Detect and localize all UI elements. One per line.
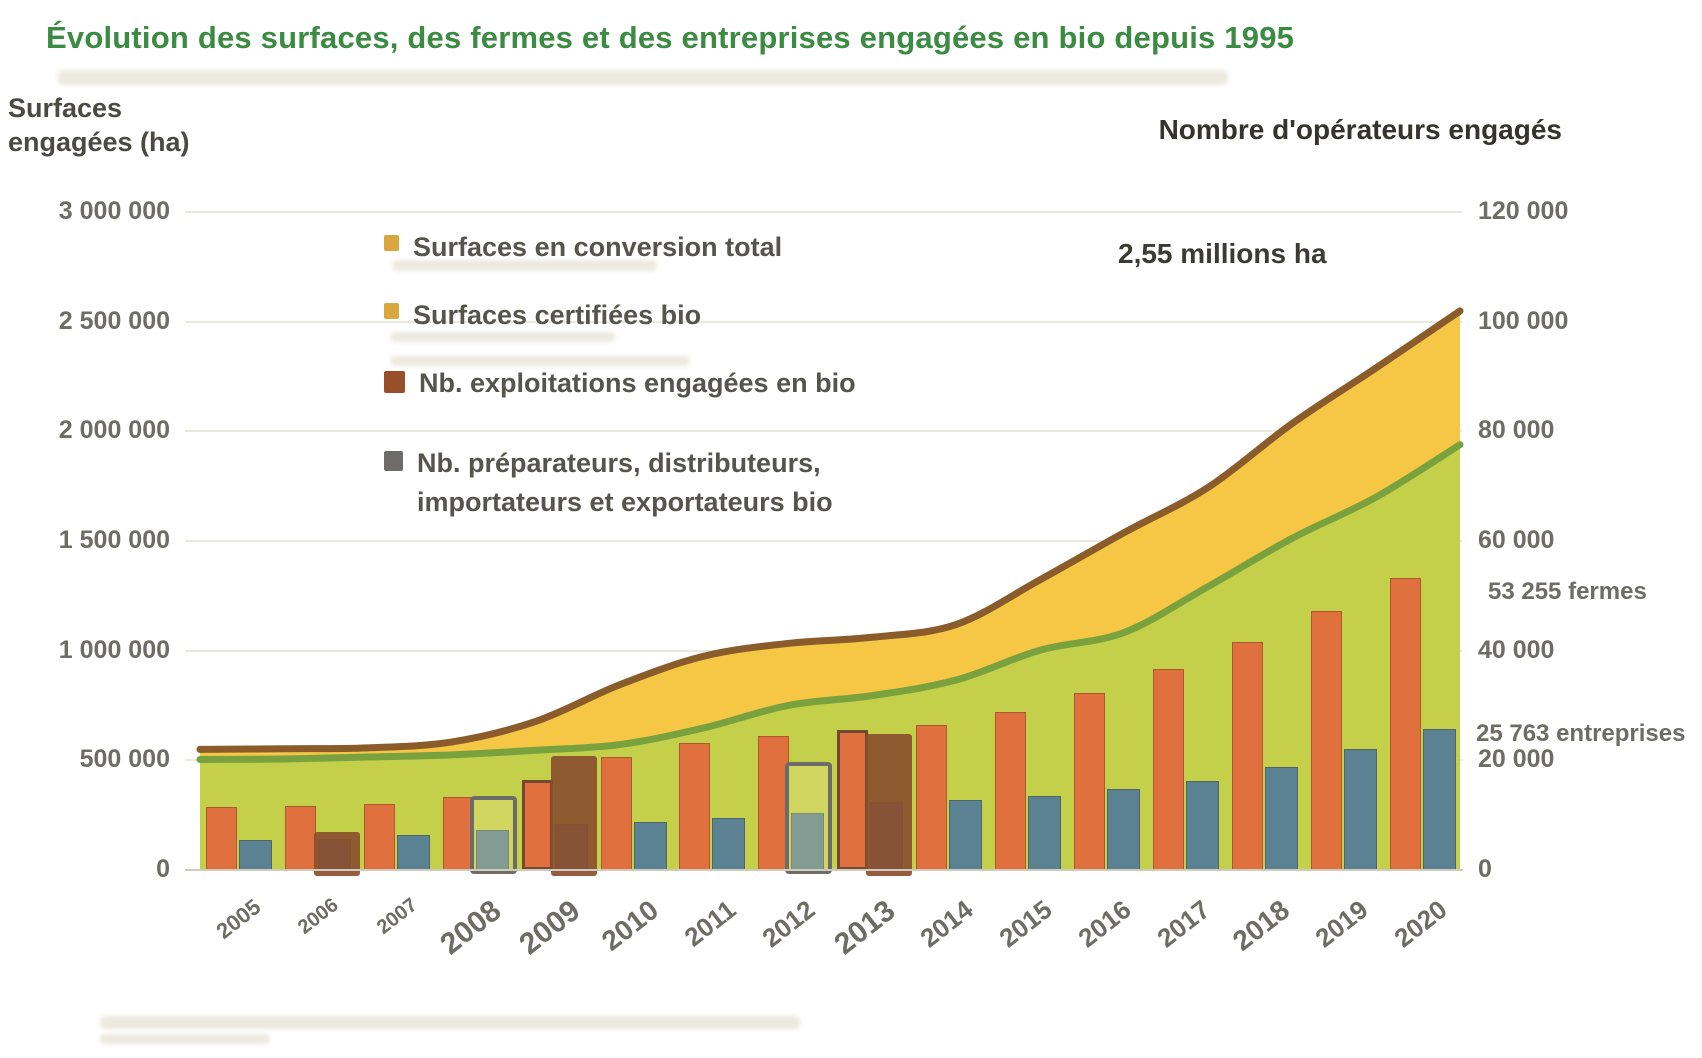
bar-exploitations-2011 — [679, 743, 711, 870]
bar-entreprises-2018 — [1264, 766, 1298, 870]
bar-entreprises-2020 — [1422, 728, 1456, 870]
left-axis-tick: 2 000 000 — [58, 416, 170, 445]
ghost-text-artifact — [390, 332, 615, 342]
line-surfaces-certifiees — [196, 441, 1464, 763]
left-axis-tick: 0 — [156, 855, 170, 883]
bar-exploitations-2009 — [521, 779, 553, 870]
legend-label: Nb. exploitations engagées en bio — [419, 368, 856, 398]
bar-exploitations-2016 — [1073, 693, 1105, 870]
bar-exploitations-2007 — [363, 804, 395, 870]
legend-item-3: Nb. exploitations engagées en bio — [384, 364, 856, 403]
right-axis-tick: 100 000 — [1478, 306, 1569, 335]
bar-exploitations-2018 — [1231, 641, 1263, 870]
legend-item-4: Nb. préparateurs, distributeurs, importa… — [384, 444, 833, 522]
bar-entreprises-2019 — [1343, 748, 1377, 870]
bar-exploitations-2019 — [1310, 611, 1342, 870]
gridline — [185, 430, 1462, 433]
legend-item-2: Surfaces certifiées bio — [384, 296, 701, 335]
legend-marker-icon — [384, 451, 403, 471]
x-axis-line — [185, 869, 1463, 871]
ghost-text-artifact — [390, 356, 690, 366]
legend-item-1: Surfaces en conversion total — [384, 228, 782, 267]
bar-entreprises-2007 — [396, 834, 430, 870]
legend-label: Surfaces en conversion total — [413, 232, 783, 262]
bar-entreprises-2011 — [712, 818, 746, 870]
bar-entreprises-2005 — [239, 839, 272, 870]
gridline — [185, 540, 1462, 542]
bar-exploitations-2005 — [206, 807, 237, 870]
bar-exploitations-2013 — [837, 730, 869, 870]
bar-exploitations-2006 — [284, 806, 316, 870]
legend-marker-icon — [384, 235, 399, 251]
bar-entreprises-2010 — [633, 821, 667, 870]
ghost-source-note-artifact — [100, 1034, 270, 1044]
bar-entreprises-2017 — [1185, 780, 1219, 870]
bar-exploitations-2020 — [1389, 577, 1421, 870]
bar-entreprises-2015 — [1028, 795, 1061, 870]
bar-exploitations-2017 — [1152, 668, 1184, 870]
left-axis-tick: 1 500 000 — [58, 526, 170, 554]
legend-marker-icon — [384, 371, 405, 393]
ghost-outline-artifact — [785, 762, 833, 874]
area-surfaces-certifiees-bio — [200, 444, 1460, 870]
left-axis-tick: 2 500 000 — [58, 306, 170, 335]
annotation-fermes: 53 255 fermes — [1488, 578, 1647, 605]
right-axis-tick: 60 000 — [1478, 526, 1555, 554]
gridline — [185, 320, 1462, 323]
right-axis-title: Nombre d'opérateurs engagés — [1158, 114, 1562, 145]
legend-label: Nb. préparateurs, distributeurs, importa… — [417, 448, 833, 518]
chart-title: Évolution des surfaces, des fermes et de… — [46, 20, 1295, 55]
bar-entreprises-2014 — [949, 799, 983, 870]
bar-exploitations-2010 — [600, 757, 632, 870]
right-axis-tick: 80 000 — [1478, 416, 1555, 445]
right-axis-tick: 0 — [1478, 855, 1492, 883]
right-axis-tick: 120 000 — [1478, 197, 1569, 225]
bar-exploitations-2008 — [442, 797, 474, 870]
ghost-text-artifact — [58, 70, 1228, 85]
ghost-bar-artifact — [313, 832, 360, 876]
ghost-source-note-artifact — [100, 1016, 800, 1029]
right-axis-tick: 40 000 — [1478, 635, 1555, 664]
ghost-bar-artifact — [550, 756, 597, 876]
bar-exploitations-2012 — [758, 736, 790, 870]
left-axis-tick: 1 000 000 — [58, 635, 170, 664]
annotation-peak-surface: 2,55 millions ha — [1118, 238, 1327, 269]
bar-exploitations-2014 — [916, 724, 948, 870]
bar-exploitations-2015 — [995, 711, 1026, 870]
annotation-entreprises: 25 763 entreprises — [1476, 720, 1686, 747]
left-axis-tick: 500 000 — [79, 745, 170, 774]
ghost-outline-artifact — [469, 796, 517, 874]
gridline — [185, 211, 1462, 213]
bar-entreprises-2012 — [791, 812, 825, 870]
ghost-text-artifact — [392, 260, 657, 271]
ghost-bar-artifact — [866, 734, 913, 876]
left-axis-title: Surfaces engagées (ha) — [8, 93, 190, 157]
bar-entreprises-2016 — [1106, 788, 1140, 870]
left-axis-tick: 3 000 000 — [58, 197, 170, 225]
legend-marker-icon — [384, 303, 399, 319]
legend-label: Surfaces certifiées bio — [413, 300, 702, 330]
line-surfaces-total — [196, 307, 1464, 753]
right-axis-tick: 20 000 — [1478, 745, 1555, 774]
